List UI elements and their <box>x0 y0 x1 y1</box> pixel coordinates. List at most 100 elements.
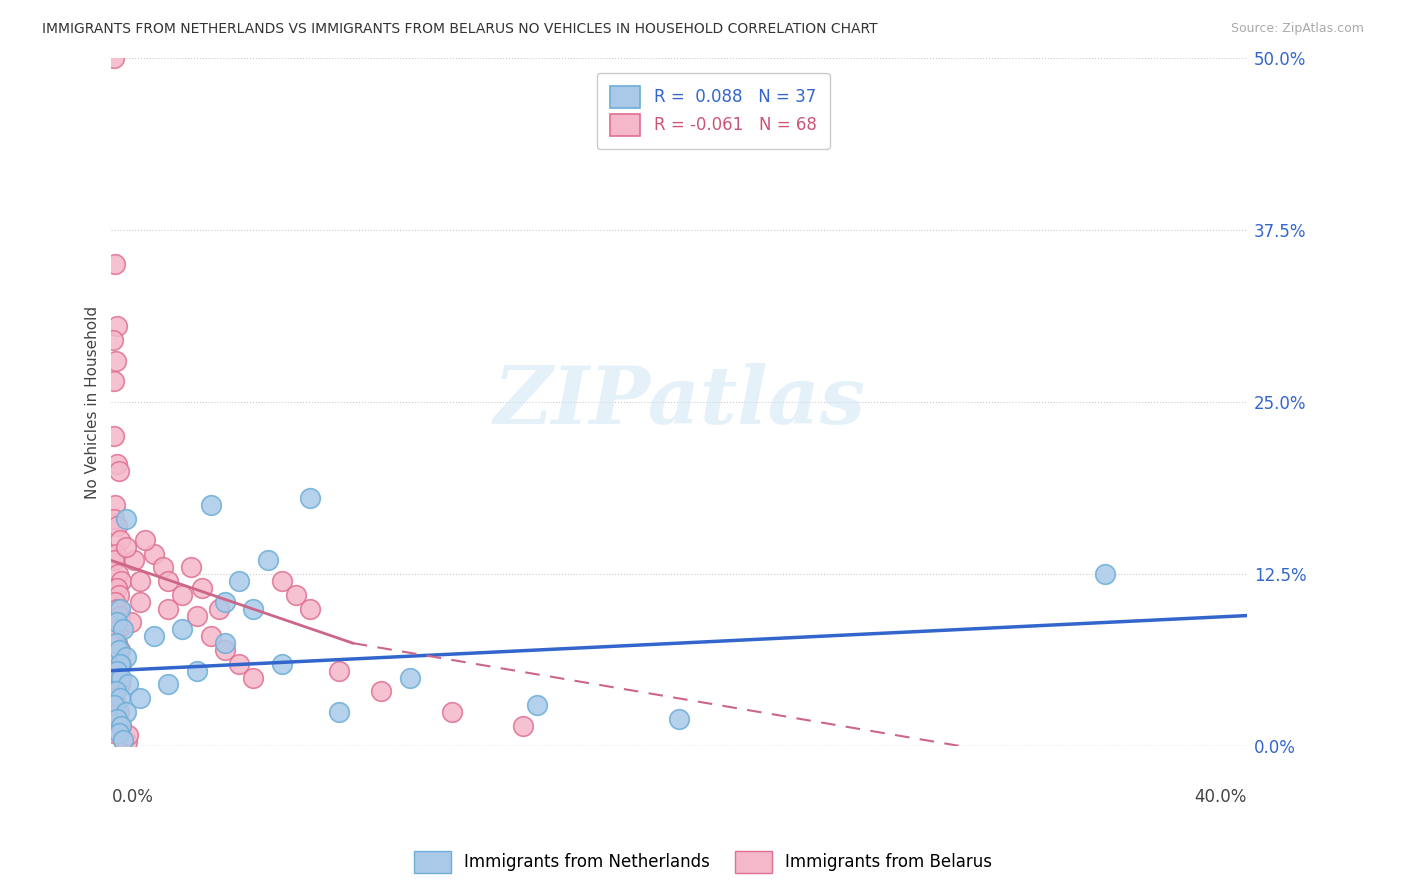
Point <box>107 464 129 478</box>
Point <box>107 623 129 637</box>
Point <box>180 560 202 574</box>
Legend: R =  0.088   N = 37, R = -0.061   N = 68: R = 0.088 N = 37, R = -0.061 N = 68 <box>598 73 830 149</box>
Point <box>398 671 420 685</box>
Point <box>103 725 125 739</box>
Point <box>104 353 127 368</box>
Point <box>117 677 139 691</box>
Point <box>110 657 132 671</box>
Point <box>105 519 128 533</box>
Point <box>107 671 129 685</box>
Point <box>105 457 128 471</box>
Point <box>186 664 208 678</box>
Text: ZIPatlas: ZIPatlas <box>494 363 865 441</box>
Point <box>107 705 129 719</box>
Point <box>122 553 145 567</box>
Point <box>191 581 214 595</box>
Point <box>117 728 139 742</box>
Y-axis label: No Vehicles in Household: No Vehicles in Household <box>86 305 100 499</box>
Point <box>200 499 222 513</box>
Point <box>108 643 131 657</box>
Point <box>114 512 136 526</box>
Point <box>110 719 132 733</box>
Point <box>152 560 174 574</box>
Point <box>172 623 194 637</box>
Point <box>107 643 129 657</box>
Point <box>103 512 125 526</box>
Point <box>105 319 128 334</box>
Point <box>214 636 236 650</box>
Point <box>114 540 136 554</box>
Point <box>242 601 264 615</box>
Point <box>105 581 128 595</box>
Point <box>108 601 131 615</box>
Point <box>328 664 350 678</box>
Point <box>111 732 134 747</box>
Point <box>128 691 150 706</box>
Point <box>228 574 250 588</box>
Point <box>110 574 132 588</box>
Point <box>103 51 125 65</box>
Point <box>108 533 131 547</box>
Point <box>512 719 534 733</box>
Point <box>105 601 128 615</box>
Point <box>105 698 128 712</box>
Point <box>242 671 264 685</box>
Point <box>270 574 292 588</box>
Point <box>284 588 307 602</box>
Point <box>104 615 127 630</box>
Point <box>157 601 180 615</box>
Point <box>114 705 136 719</box>
Point <box>101 333 124 347</box>
Point <box>105 615 128 630</box>
Point <box>108 691 131 706</box>
Point <box>214 595 236 609</box>
Point <box>107 567 129 582</box>
Point <box>270 657 292 671</box>
Point <box>107 725 129 739</box>
Point <box>104 595 127 609</box>
Point <box>104 257 127 271</box>
Point <box>104 499 127 513</box>
Point <box>103 698 125 712</box>
Point <box>299 601 322 615</box>
Point <box>104 636 127 650</box>
Point <box>110 671 132 685</box>
Point <box>186 608 208 623</box>
Point <box>157 574 180 588</box>
Point <box>108 608 131 623</box>
Point <box>108 657 131 671</box>
Point <box>103 664 125 678</box>
Point <box>103 429 125 443</box>
Point <box>370 684 392 698</box>
Point <box>128 595 150 609</box>
Point <box>104 684 127 698</box>
Text: 0.0%: 0.0% <box>111 788 153 805</box>
Point <box>105 636 128 650</box>
Point <box>668 712 690 726</box>
Point <box>143 629 166 643</box>
Point <box>143 547 166 561</box>
Point <box>157 677 180 691</box>
Text: 40.0%: 40.0% <box>1195 788 1247 805</box>
Point <box>104 712 127 726</box>
Point <box>111 732 134 747</box>
Point <box>104 684 127 698</box>
Point <box>103 629 125 643</box>
Point <box>441 705 464 719</box>
Point <box>299 491 322 506</box>
Point <box>256 553 278 567</box>
Point <box>104 547 127 561</box>
Point <box>103 691 125 706</box>
Text: IMMIGRANTS FROM NETHERLANDS VS IMMIGRANTS FROM BELARUS NO VEHICLES IN HOUSEHOLD : IMMIGRANTS FROM NETHERLANDS VS IMMIGRANT… <box>42 22 877 37</box>
Point <box>110 719 132 733</box>
Point <box>172 588 194 602</box>
Point <box>114 649 136 664</box>
Point <box>200 629 222 643</box>
Point <box>214 643 236 657</box>
Point <box>134 533 156 547</box>
Point <box>107 588 129 602</box>
Point <box>103 553 125 567</box>
Point <box>120 615 142 630</box>
Point <box>526 698 548 712</box>
Legend: Immigrants from Netherlands, Immigrants from Belarus: Immigrants from Netherlands, Immigrants … <box>408 845 998 880</box>
